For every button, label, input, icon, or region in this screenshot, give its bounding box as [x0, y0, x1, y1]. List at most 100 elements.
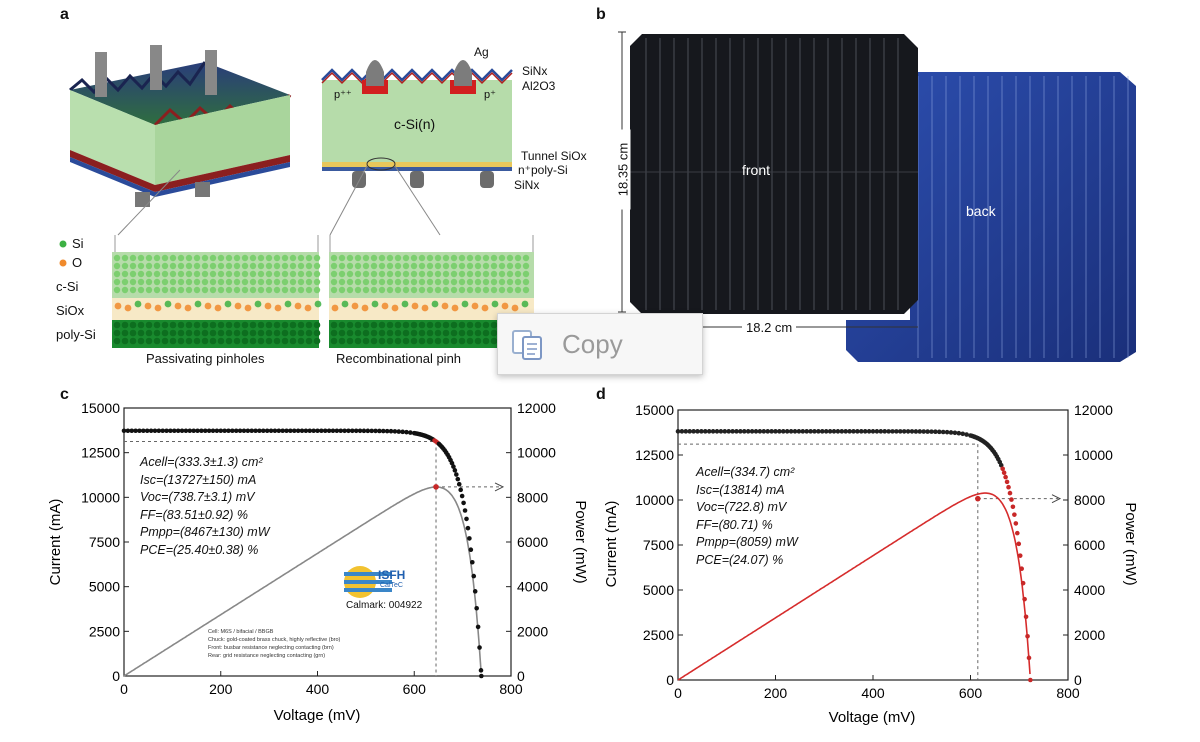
iv-point [859, 429, 864, 434]
poly-si-atom [201, 321, 209, 329]
poly-si-atom [330, 337, 338, 345]
iv-point [855, 429, 860, 434]
si-atom [354, 270, 362, 278]
si-atom [121, 286, 129, 294]
poly-si-atom [386, 321, 394, 329]
poly-si-atom [201, 329, 209, 337]
o-atom [274, 304, 282, 312]
chart-c-note: Front: busbar resistance neglecting cont… [208, 645, 334, 651]
si-atom [177, 278, 185, 286]
si-atom [418, 286, 426, 294]
iv-point [769, 429, 774, 434]
si-atom [257, 262, 265, 270]
poly-si-atom [137, 321, 145, 329]
poly-si-atom [153, 337, 161, 345]
panel-letter-a: a [60, 6, 69, 23]
si-atom [418, 278, 426, 286]
si-atom [289, 278, 297, 286]
iv-point [288, 428, 293, 434]
poly-si-atom [137, 337, 145, 345]
si-atom [209, 278, 217, 286]
y-tick-label: 15000 [635, 402, 674, 418]
si-atom [434, 270, 442, 278]
iv-point [714, 429, 720, 434]
si-atom [371, 300, 379, 308]
si-atom [113, 286, 121, 294]
y-tick-label: 5000 [89, 579, 120, 595]
poly-si-atom [378, 321, 386, 329]
iv-point [202, 428, 208, 434]
poly-si-atom [145, 321, 153, 329]
iv-point [284, 428, 289, 434]
si-atom [346, 270, 354, 278]
o-atom [511, 304, 519, 312]
poly-si-atom [169, 337, 177, 345]
poly-si-atom [354, 321, 362, 329]
poly-si-atom [313, 321, 321, 329]
si-atom [330, 254, 338, 262]
iv-point [905, 429, 911, 434]
y2-tick-label: 6000 [517, 534, 548, 550]
iv-point [233, 428, 239, 434]
o-atom [361, 304, 369, 312]
o-atom [421, 304, 429, 312]
si-atom [137, 286, 145, 294]
si-atom [289, 262, 297, 270]
iv-point [474, 605, 479, 611]
si-atom [498, 254, 506, 262]
poly-si-atom [346, 321, 354, 329]
iv-point [925, 429, 930, 434]
iv-point [831, 429, 837, 434]
si-atom [370, 270, 378, 278]
si-atom [434, 262, 442, 270]
si-atom [330, 278, 338, 286]
si-atom [129, 286, 137, 294]
y-tick-label: 0 [112, 668, 120, 684]
iv-point [757, 429, 763, 434]
iv-point [1003, 474, 1008, 480]
si-atom [514, 270, 522, 278]
si-atom [338, 278, 346, 286]
si-atom [442, 254, 450, 262]
iv-point [909, 429, 915, 434]
si-atom [145, 270, 153, 278]
si-atom [137, 254, 145, 262]
si-atom [265, 270, 273, 278]
si-atom [466, 278, 474, 286]
si-atom [514, 286, 522, 294]
iv-point [470, 559, 475, 565]
y-tick-label: 15000 [81, 400, 120, 416]
iv-point [334, 428, 340, 434]
iv-point [133, 428, 138, 434]
label-csi-n: c-Si(n) [394, 116, 436, 132]
mpp-power-point [433, 484, 439, 490]
si-atom [362, 278, 370, 286]
iv-point [380, 428, 386, 434]
power-curve [677, 492, 1031, 681]
iv-point [400, 429, 405, 435]
si-atom [354, 278, 362, 286]
isfh-logo [344, 566, 392, 598]
si-atom [506, 270, 514, 278]
si-atom [402, 270, 410, 278]
iv-point [687, 429, 692, 434]
copy-button[interactable]: Copy [497, 313, 703, 375]
x-tick-label: 400 [306, 681, 330, 697]
y-tick-label: 2500 [643, 627, 674, 643]
poly-si-atom [466, 321, 474, 329]
si-atom [305, 262, 313, 270]
chart-d-iv-curve: 0 200 400 600 800025005000750010000125001500… [603, 402, 1139, 726]
chart-c-note: Chuck: gold-coated brass chuck, highly r… [208, 637, 341, 643]
o-atom [264, 302, 272, 310]
si-atom [201, 278, 209, 286]
si-atom [466, 262, 474, 270]
si-atom [153, 254, 161, 262]
o-atom [214, 304, 222, 312]
si-atom [313, 278, 321, 286]
o-atom [244, 304, 252, 312]
poly-si-atom [129, 329, 137, 337]
poly-si-atom [185, 321, 193, 329]
poly-si-atom [418, 337, 426, 345]
poly-si-atom [137, 329, 145, 337]
si-atom [297, 262, 305, 270]
